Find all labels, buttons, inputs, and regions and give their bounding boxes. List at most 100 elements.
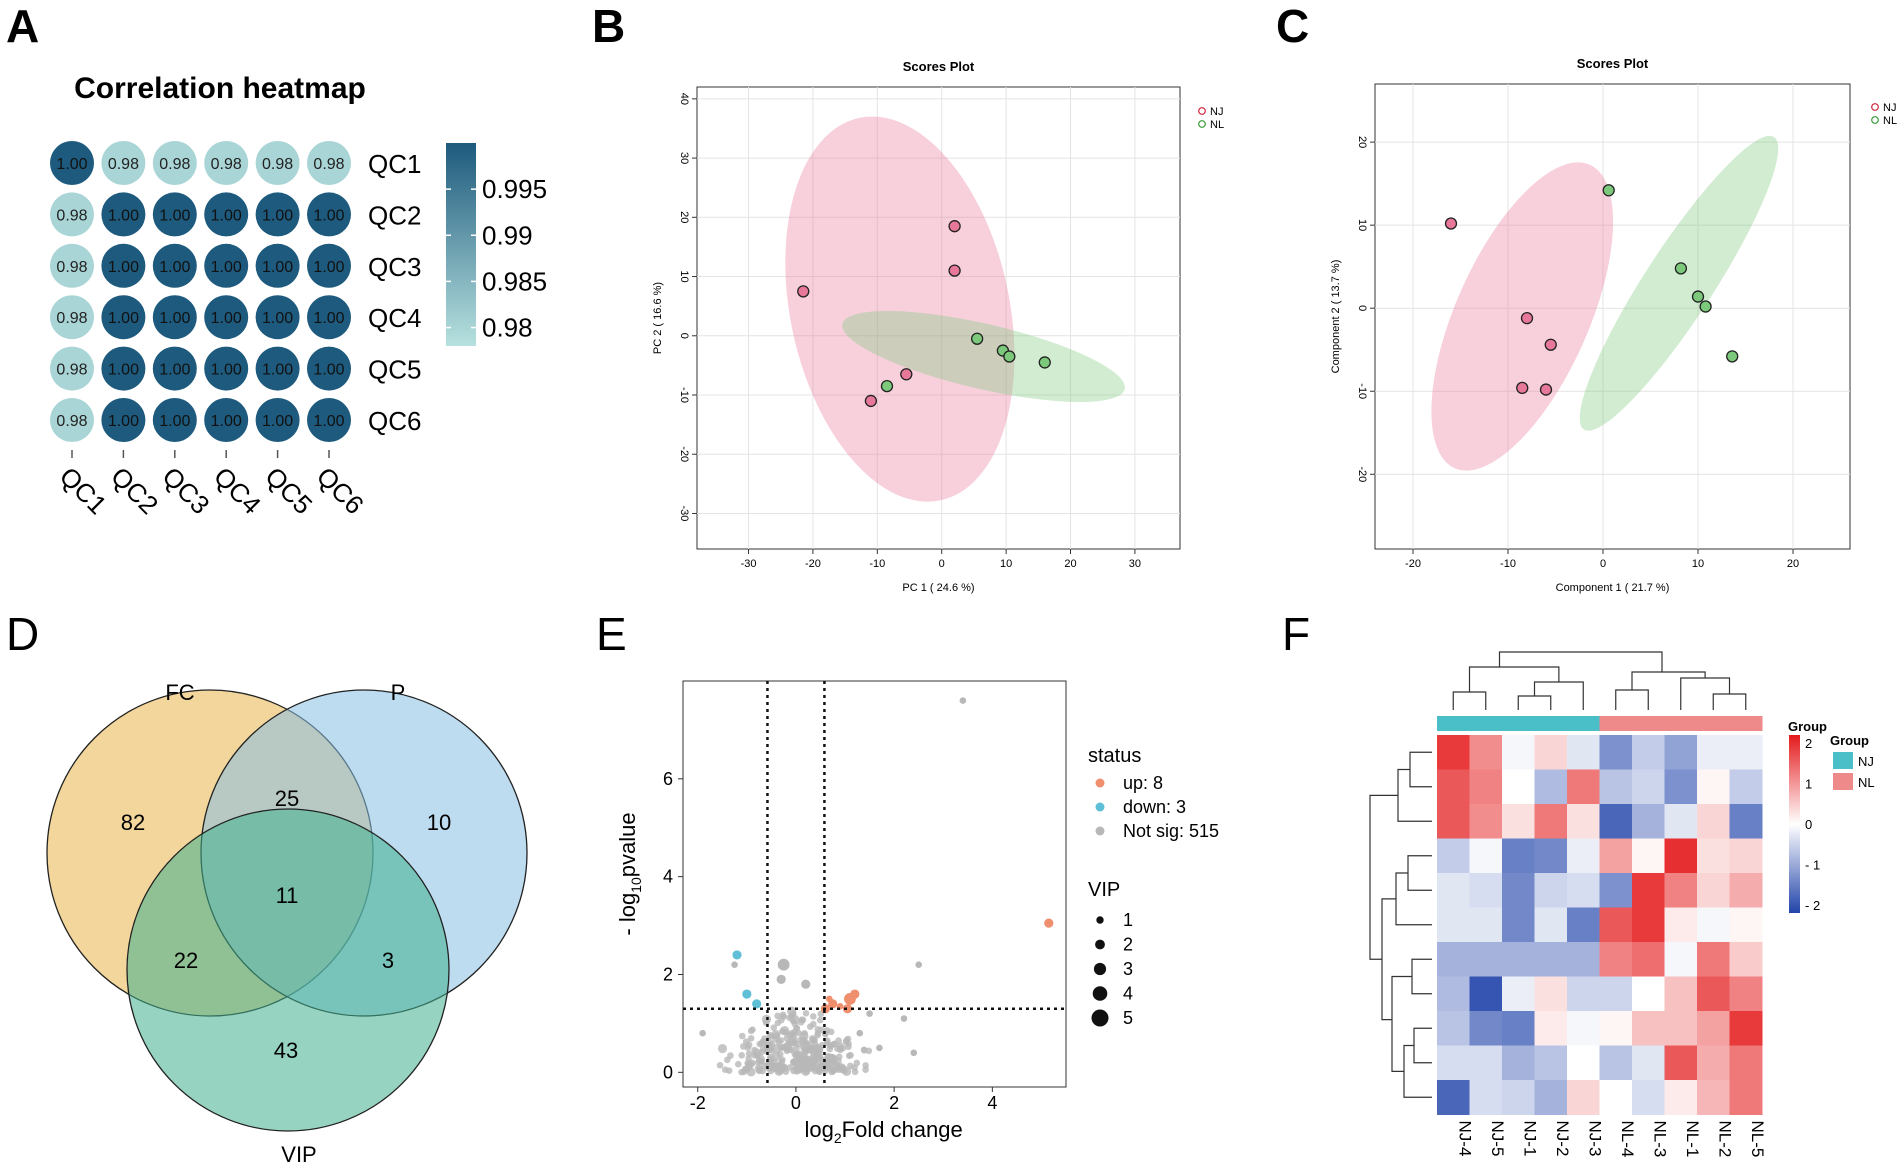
point-not-sig — [802, 1009, 810, 1017]
cell-label: 0.98 — [211, 156, 242, 173]
column-label: QC6 — [311, 461, 370, 520]
heatmap-cell — [1567, 769, 1600, 805]
heatmap-cell — [1437, 735, 1470, 770]
heatmap-cell — [152, 192, 197, 237]
heatmap-cell — [307, 398, 351, 442]
legend-size-marker — [1092, 986, 1108, 1001]
heatmap-cell — [1697, 976, 1730, 1012]
heatmap-cell — [50, 192, 94, 237]
heatmap-cell — [255, 398, 300, 442]
heatmap-cell — [1632, 976, 1665, 1012]
y-tick-label: 10 — [678, 270, 690, 282]
point-not-sig — [806, 1040, 813, 1048]
venn-circle-vip — [126, 808, 450, 1132]
column-label: NJ-3 — [1585, 1121, 1604, 1157]
heatmap-cell — [1664, 1011, 1698, 1046]
legend-label: 5 — [1123, 1008, 1133, 1028]
cell-label: 1.00 — [108, 259, 139, 276]
legend-label: NJ — [1883, 102, 1896, 114]
column-dendrogram — [1498, 651, 1663, 672]
group-annotation-nj — [1502, 716, 1535, 731]
region-count: 11 — [276, 883, 299, 908]
point-not-sig — [793, 1024, 801, 1032]
data-point-nj — [948, 264, 961, 277]
x-axis-label: Component 1 ( 21.7 %) — [1556, 582, 1670, 594]
x-tick-label: -30 — [741, 558, 757, 570]
cell-label: 0.98 — [108, 156, 139, 173]
point-not-sig — [814, 1031, 821, 1039]
data-point-nj — [1539, 383, 1553, 396]
legend-label: Not sig: 515 — [1123, 821, 1219, 841]
region-count: 10 — [427, 810, 451, 835]
heatmap-cell — [1599, 735, 1633, 770]
legend-marker-nl — [1198, 120, 1206, 128]
heatmap-cell — [307, 192, 351, 237]
column-dendrogram — [1468, 666, 1560, 692]
heatmap-cell — [1534, 976, 1568, 1012]
x-axis-label-sub: 2 — [834, 1130, 842, 1146]
legend-label: 4 — [1123, 984, 1133, 1004]
heatmap-cell — [1729, 769, 1763, 805]
heatmap-cell — [1697, 735, 1730, 770]
point-not-sig — [808, 1035, 816, 1042]
point-not-sig — [910, 1049, 918, 1057]
point-not-sig — [776, 1061, 784, 1069]
heatmap-cell — [1632, 838, 1665, 874]
heatmap-cell — [1664, 838, 1698, 874]
heatmap-cell — [101, 295, 146, 340]
point-down — [732, 950, 742, 960]
cell-label: 0.98 — [56, 310, 87, 327]
heatmap-cell — [152, 243, 197, 288]
point-not-sig — [793, 1064, 800, 1071]
cell-label: 1.00 — [211, 310, 242, 327]
panel-letter-f: F — [1282, 608, 1310, 660]
data-point-nj — [948, 220, 961, 233]
cell-label: 1.00 — [313, 362, 344, 379]
heatmap-cell — [101, 192, 146, 237]
cell-label: 1.00 — [108, 310, 139, 327]
heatmap-cell — [1632, 804, 1665, 839]
point-not-sig — [747, 1035, 755, 1042]
y-tick-label: 30 — [678, 152, 690, 164]
column-label: QC4 — [208, 461, 267, 520]
point-not-sig — [783, 1034, 790, 1042]
heatmap-cell — [1632, 1045, 1665, 1081]
point-not-sig — [959, 697, 967, 704]
point-not-sig — [801, 1046, 809, 1053]
x-axis-label: PC 1 ( 24.6 %) — [902, 582, 974, 594]
y-tick-label: -20 — [1356, 466, 1368, 482]
column-label: NL-5 — [1748, 1121, 1767, 1158]
colorbar — [446, 143, 476, 346]
point-not-sig — [866, 1010, 873, 1017]
x-tick-label: 30 — [1129, 558, 1141, 570]
plot-frame — [1374, 83, 1851, 550]
point-not-sig — [862, 1066, 869, 1073]
point-not-sig — [860, 1046, 868, 1054]
heatmap-cell — [1502, 942, 1535, 977]
region-count: 25 — [275, 786, 299, 811]
point-not-sig — [763, 1044, 773, 1054]
heatmap-cell — [255, 346, 300, 391]
cell-label: 1.00 — [262, 362, 293, 379]
y-tick-label: 0 — [1356, 305, 1368, 311]
x-tick-label: 10 — [1692, 558, 1704, 570]
colorbar-tick-label: 0.98 — [482, 313, 533, 343]
heatmap-cell — [50, 141, 94, 185]
set-label-fc: FC — [165, 680, 194, 705]
point-not-sig — [755, 1067, 763, 1075]
heatmap-cell — [50, 243, 94, 288]
heatmap-cell — [1599, 1045, 1633, 1081]
point-not-sig — [764, 1062, 774, 1072]
legend-marker — [1095, 778, 1105, 788]
heatmap-cell — [1599, 976, 1633, 1012]
y-tick-label: -10 — [1356, 383, 1368, 399]
x-tick-label: -20 — [805, 558, 821, 570]
legend-label: 3 — [1123, 959, 1133, 979]
region-count: 3 — [382, 948, 394, 973]
heatmap-cell — [1437, 769, 1470, 805]
heatmap-cell — [1469, 735, 1503, 770]
heatmap-cell — [1567, 1080, 1600, 1115]
y-axis-label: - log10pvalue — [615, 812, 644, 935]
data-point-nl — [880, 379, 894, 393]
cell-label: 1.00 — [108, 362, 139, 379]
